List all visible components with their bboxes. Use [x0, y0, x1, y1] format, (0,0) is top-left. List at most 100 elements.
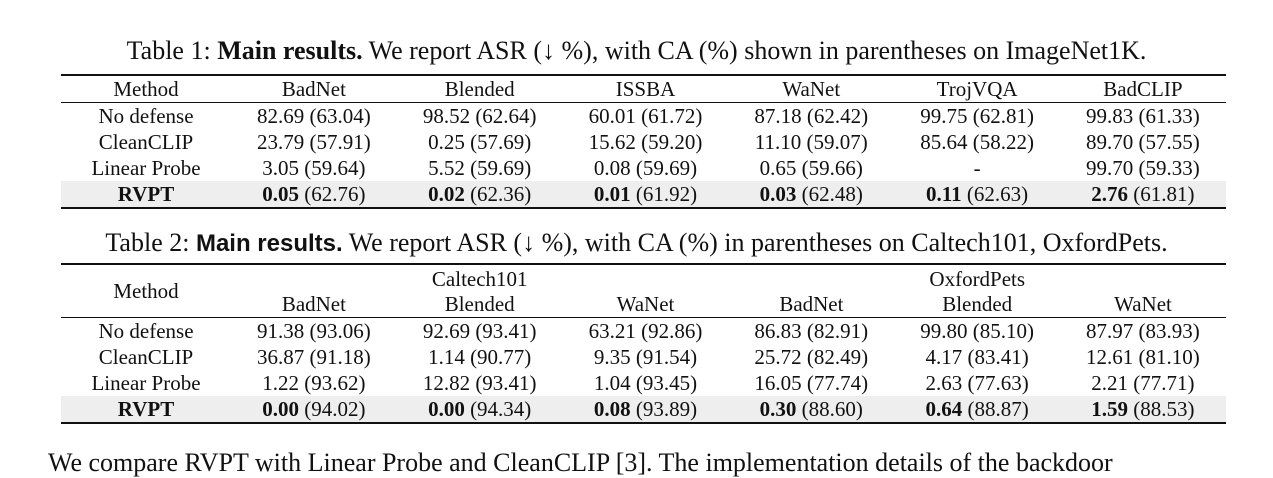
table1-top-rule	[61, 74, 1226, 76]
ca-value: (83.41)	[967, 345, 1029, 369]
ca-value: (59.07)	[806, 130, 868, 154]
result-cell: 92.69 (93.41)	[397, 318, 563, 344]
ca-value: (82.91)	[806, 319, 869, 343]
asr-value: 1.14	[428, 345, 465, 369]
result-cell: 36.87 (91.18)	[231, 344, 397, 370]
table2: Method Caltech101 BadNet Blended WaNet O…	[61, 263, 1226, 424]
ca-value: (61.33)	[1138, 104, 1200, 128]
ca-value: (93.89)	[635, 397, 698, 421]
asr-value: 12.82	[422, 371, 471, 395]
asr-value: 0.03	[759, 182, 797, 206]
table2-subheader-blended: Blended	[444, 292, 515, 316]
table1-caption-label: Table 1:	[126, 36, 211, 65]
ca-value: (59.20)	[641, 130, 703, 154]
asr-value: 12.61	[1086, 345, 1134, 369]
result-cell: 0.01 (61.92)	[563, 181, 729, 207]
ca-value: (93.41)	[475, 371, 537, 395]
result-cell: 23.79 (57.91)	[231, 129, 397, 155]
ca-value: (91.54)	[635, 345, 698, 369]
ca-value: (83.93)	[1138, 319, 1200, 343]
table2-subheader-badnet: BadNet	[779, 292, 844, 316]
asr-value: 2.63	[925, 371, 963, 395]
asr-value: 16.05	[754, 371, 802, 395]
table-row: No defense 91.38 (93.06) 92.69 (93.41) 63.2…	[61, 318, 1226, 344]
table1-header-badclip: BadCLIP	[1103, 77, 1183, 101]
table2-caption-text: We report ASR (↓ %), with CA (%) in pare…	[348, 228, 1168, 257]
asr-value: 4.17	[925, 345, 963, 369]
asr-value: 92.69	[422, 319, 471, 343]
result-cell: 87.97 (83.93)	[1060, 318, 1226, 344]
asr-value: 11.10	[754, 130, 802, 154]
result-cell: 4.17 (83.41)	[894, 344, 1060, 370]
result-cell: 89.70 (57.55)	[1060, 129, 1226, 155]
ca-value: (77.63)	[967, 371, 1029, 395]
result-cell: 15.62 (59.20)	[563, 129, 729, 155]
ca-value: (77.74)	[806, 371, 869, 395]
asr-value: 87.18	[754, 104, 802, 128]
asr-value: 1.22	[262, 371, 300, 395]
table1-caption-text: We report ASR (↓ %), with CA (%) shown i…	[368, 36, 1147, 65]
ca-value: (93.41)	[475, 319, 537, 343]
table1-caption-bold: Main results.	[217, 36, 363, 65]
ca-value: (62.42)	[806, 104, 869, 128]
ca-value: (93.45)	[635, 371, 698, 395]
result-cell: 2.63 (77.63)	[894, 370, 1060, 396]
result-cell: 11.10 (59.07)	[728, 129, 894, 155]
result-cell: -	[894, 155, 1060, 181]
table1: Method BadNet Blended ISSBA WaNet TrojVQ…	[61, 74, 1226, 209]
asr-value: 86.83	[754, 319, 802, 343]
asr-value: 85.64	[920, 130, 968, 154]
asr-value: 99.80	[920, 319, 968, 343]
result-cell: 0.02 (62.36)	[397, 181, 563, 207]
asr-value: 63.21	[588, 319, 636, 343]
ca-value: (93.62)	[304, 371, 366, 395]
result-cell: 82.69 (63.04)	[231, 103, 397, 129]
ca-value: (57.69)	[470, 130, 532, 154]
asr-value: 82.69	[257, 104, 305, 128]
result-cell: 99.70 (59.33)	[1060, 155, 1226, 181]
ca-value: (61.81)	[1133, 182, 1195, 206]
method-cell: RVPT	[117, 182, 175, 206]
asr-value: 60.01	[588, 104, 636, 128]
asr-value: 36.87	[257, 345, 305, 369]
ca-value: (88.53)	[1133, 397, 1195, 421]
table2-subheader-wanet: WaNet	[1114, 292, 1172, 316]
table2-group-oxfordpets: OxfordPets BadNet Blended WaNet	[729, 265, 1227, 317]
result-cell: 99.75 (62.81)	[894, 103, 1060, 129]
table2-top-rule	[61, 263, 1226, 265]
ca-value: (94.34)	[470, 397, 532, 421]
asr-value: 3.05	[262, 156, 300, 180]
table1-header-blended: Blended	[444, 77, 515, 101]
ca-value: (57.91)	[309, 130, 371, 154]
table-row: Linear Probe 3.05 (59.64) 5.52 (59.69) 0.08…	[61, 155, 1226, 181]
method-cell: CleanCLIP	[98, 130, 194, 154]
result-cell: 85.64 (58.22)	[894, 129, 1060, 155]
result-cell: 16.05 (77.74)	[728, 370, 894, 396]
asr-value: 91.38	[257, 319, 305, 343]
table1-header-method: Method	[113, 77, 179, 101]
result-cell: 0.00 (94.02)	[231, 396, 397, 422]
ca-value: (58.22)	[972, 130, 1034, 154]
table2-bottom-rule	[61, 422, 1226, 424]
table-row: CleanCLIP 23.79 (57.91) 0.25 (57.69) 15.62 …	[61, 129, 1226, 155]
ca-value: (62.36)	[470, 182, 532, 206]
table2-caption-label: Table 2:	[105, 228, 190, 257]
ca-value: (77.71)	[1133, 371, 1195, 395]
table1-body: No defense 82.69 (63.04) 98.52 (62.64) 60.0…	[61, 103, 1226, 207]
result-cell: 0.30 (88.60)	[728, 396, 894, 422]
table1-header-wanet: WaNet	[782, 77, 841, 101]
result-cell: 9.35 (91.54)	[563, 344, 729, 370]
asr-value: -	[973, 156, 981, 180]
result-cell: 0.64 (88.87)	[894, 396, 1060, 422]
result-cell: 0.08 (93.89)	[563, 396, 729, 422]
result-cell: 3.05 (59.64)	[231, 155, 397, 181]
method-cell: Linear Probe	[91, 156, 201, 180]
table2-subheader-blended: Blended	[942, 292, 1013, 316]
ca-value: (62.63)	[966, 182, 1029, 206]
result-cell: 1.14 (90.77)	[397, 344, 563, 370]
table-row: No defense 82.69 (63.04) 98.52 (62.64) 60.0…	[61, 103, 1226, 129]
ca-value: (59.33)	[1138, 156, 1200, 180]
ca-value: (57.55)	[1138, 130, 1200, 154]
table1-header-badnet: BadNet	[281, 77, 346, 101]
table2-group-name: OxfordPets	[929, 267, 1026, 291]
